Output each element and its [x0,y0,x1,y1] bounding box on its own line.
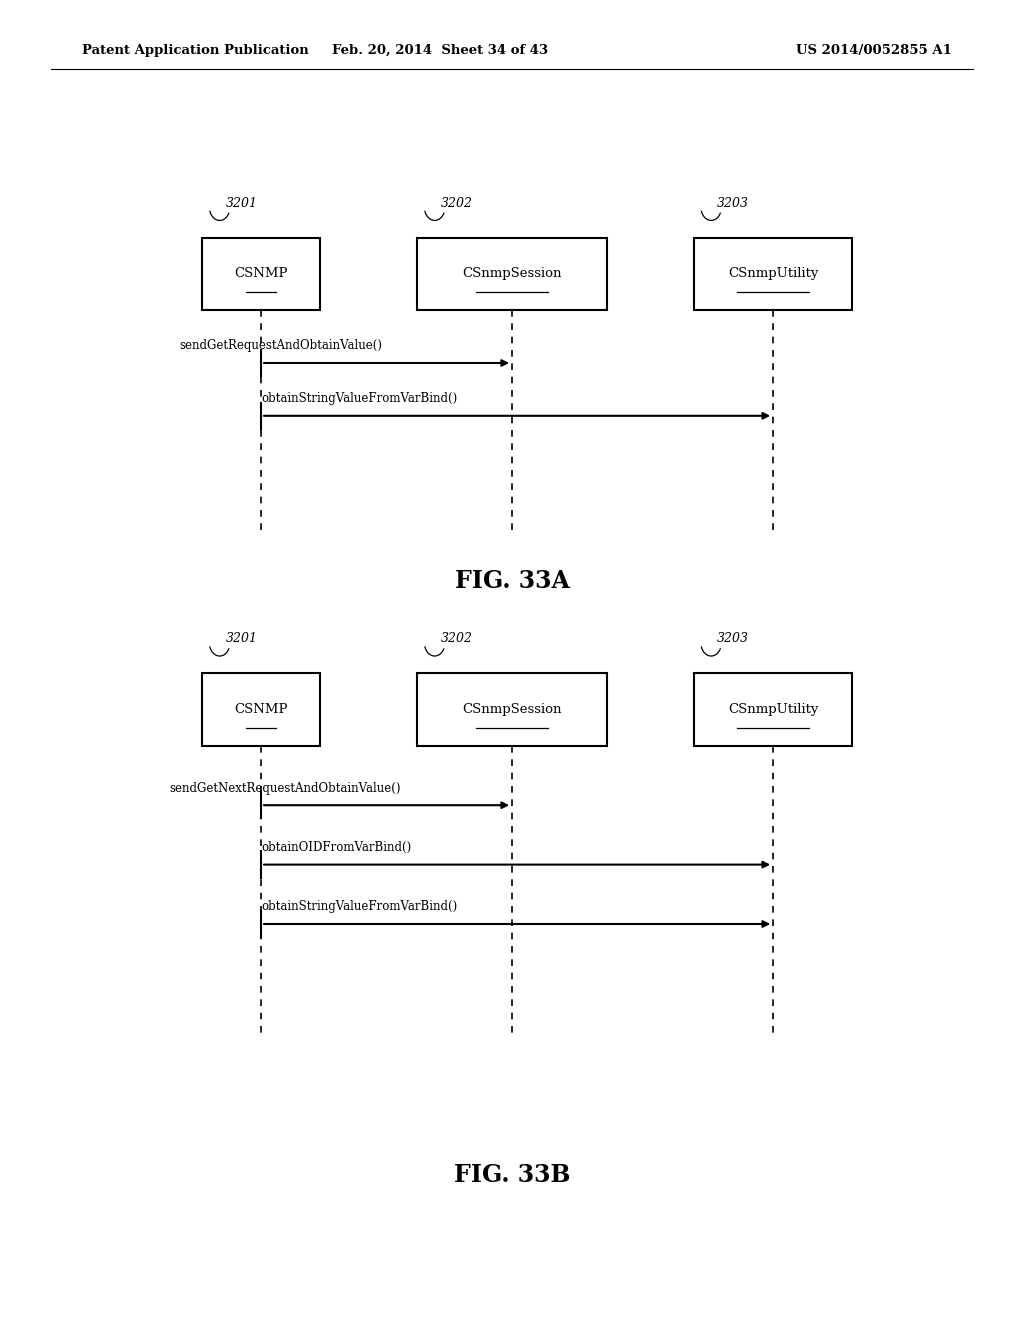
Text: CSnmpUtility: CSnmpUtility [728,268,818,280]
Text: CSNMP: CSNMP [234,268,288,280]
Text: US 2014/0052855 A1: US 2014/0052855 A1 [797,44,952,57]
Text: obtainOIDFromVarBind(): obtainOIDFromVarBind() [261,841,412,854]
Bar [203,673,319,746]
Text: 3203: 3203 [717,197,750,210]
Text: Patent Application Publication: Patent Application Publication [82,44,308,57]
Text: CSnmpSession: CSnmpSession [462,268,562,280]
Text: 3203: 3203 [717,632,750,645]
Text: 3202: 3202 [440,632,473,645]
Text: obtainStringValueFromVarBind(): obtainStringValueFromVarBind() [261,392,458,405]
Text: sendGetNextRequestAndObtainValue(): sendGetNextRequestAndObtainValue() [169,781,400,795]
Text: CSnmpUtility: CSnmpUtility [728,704,818,715]
Text: 3201: 3201 [225,632,258,645]
Text: Feb. 20, 2014  Sheet 34 of 43: Feb. 20, 2014 Sheet 34 of 43 [332,44,549,57]
Text: 3202: 3202 [440,197,473,210]
Text: FIG. 33B: FIG. 33B [454,1163,570,1187]
Text: CSNMP: CSNMP [234,704,288,715]
Bar [203,238,319,310]
Bar [694,238,852,310]
Bar [418,238,606,310]
Text: FIG. 33A: FIG. 33A [455,569,569,593]
Text: 3201: 3201 [225,197,258,210]
Bar [694,673,852,746]
Text: obtainStringValueFromVarBind(): obtainStringValueFromVarBind() [261,900,458,913]
Text: CSnmpSession: CSnmpSession [462,704,562,715]
Bar [418,673,606,746]
Text: sendGetRequestAndObtainValue(): sendGetRequestAndObtainValue() [179,339,382,352]
